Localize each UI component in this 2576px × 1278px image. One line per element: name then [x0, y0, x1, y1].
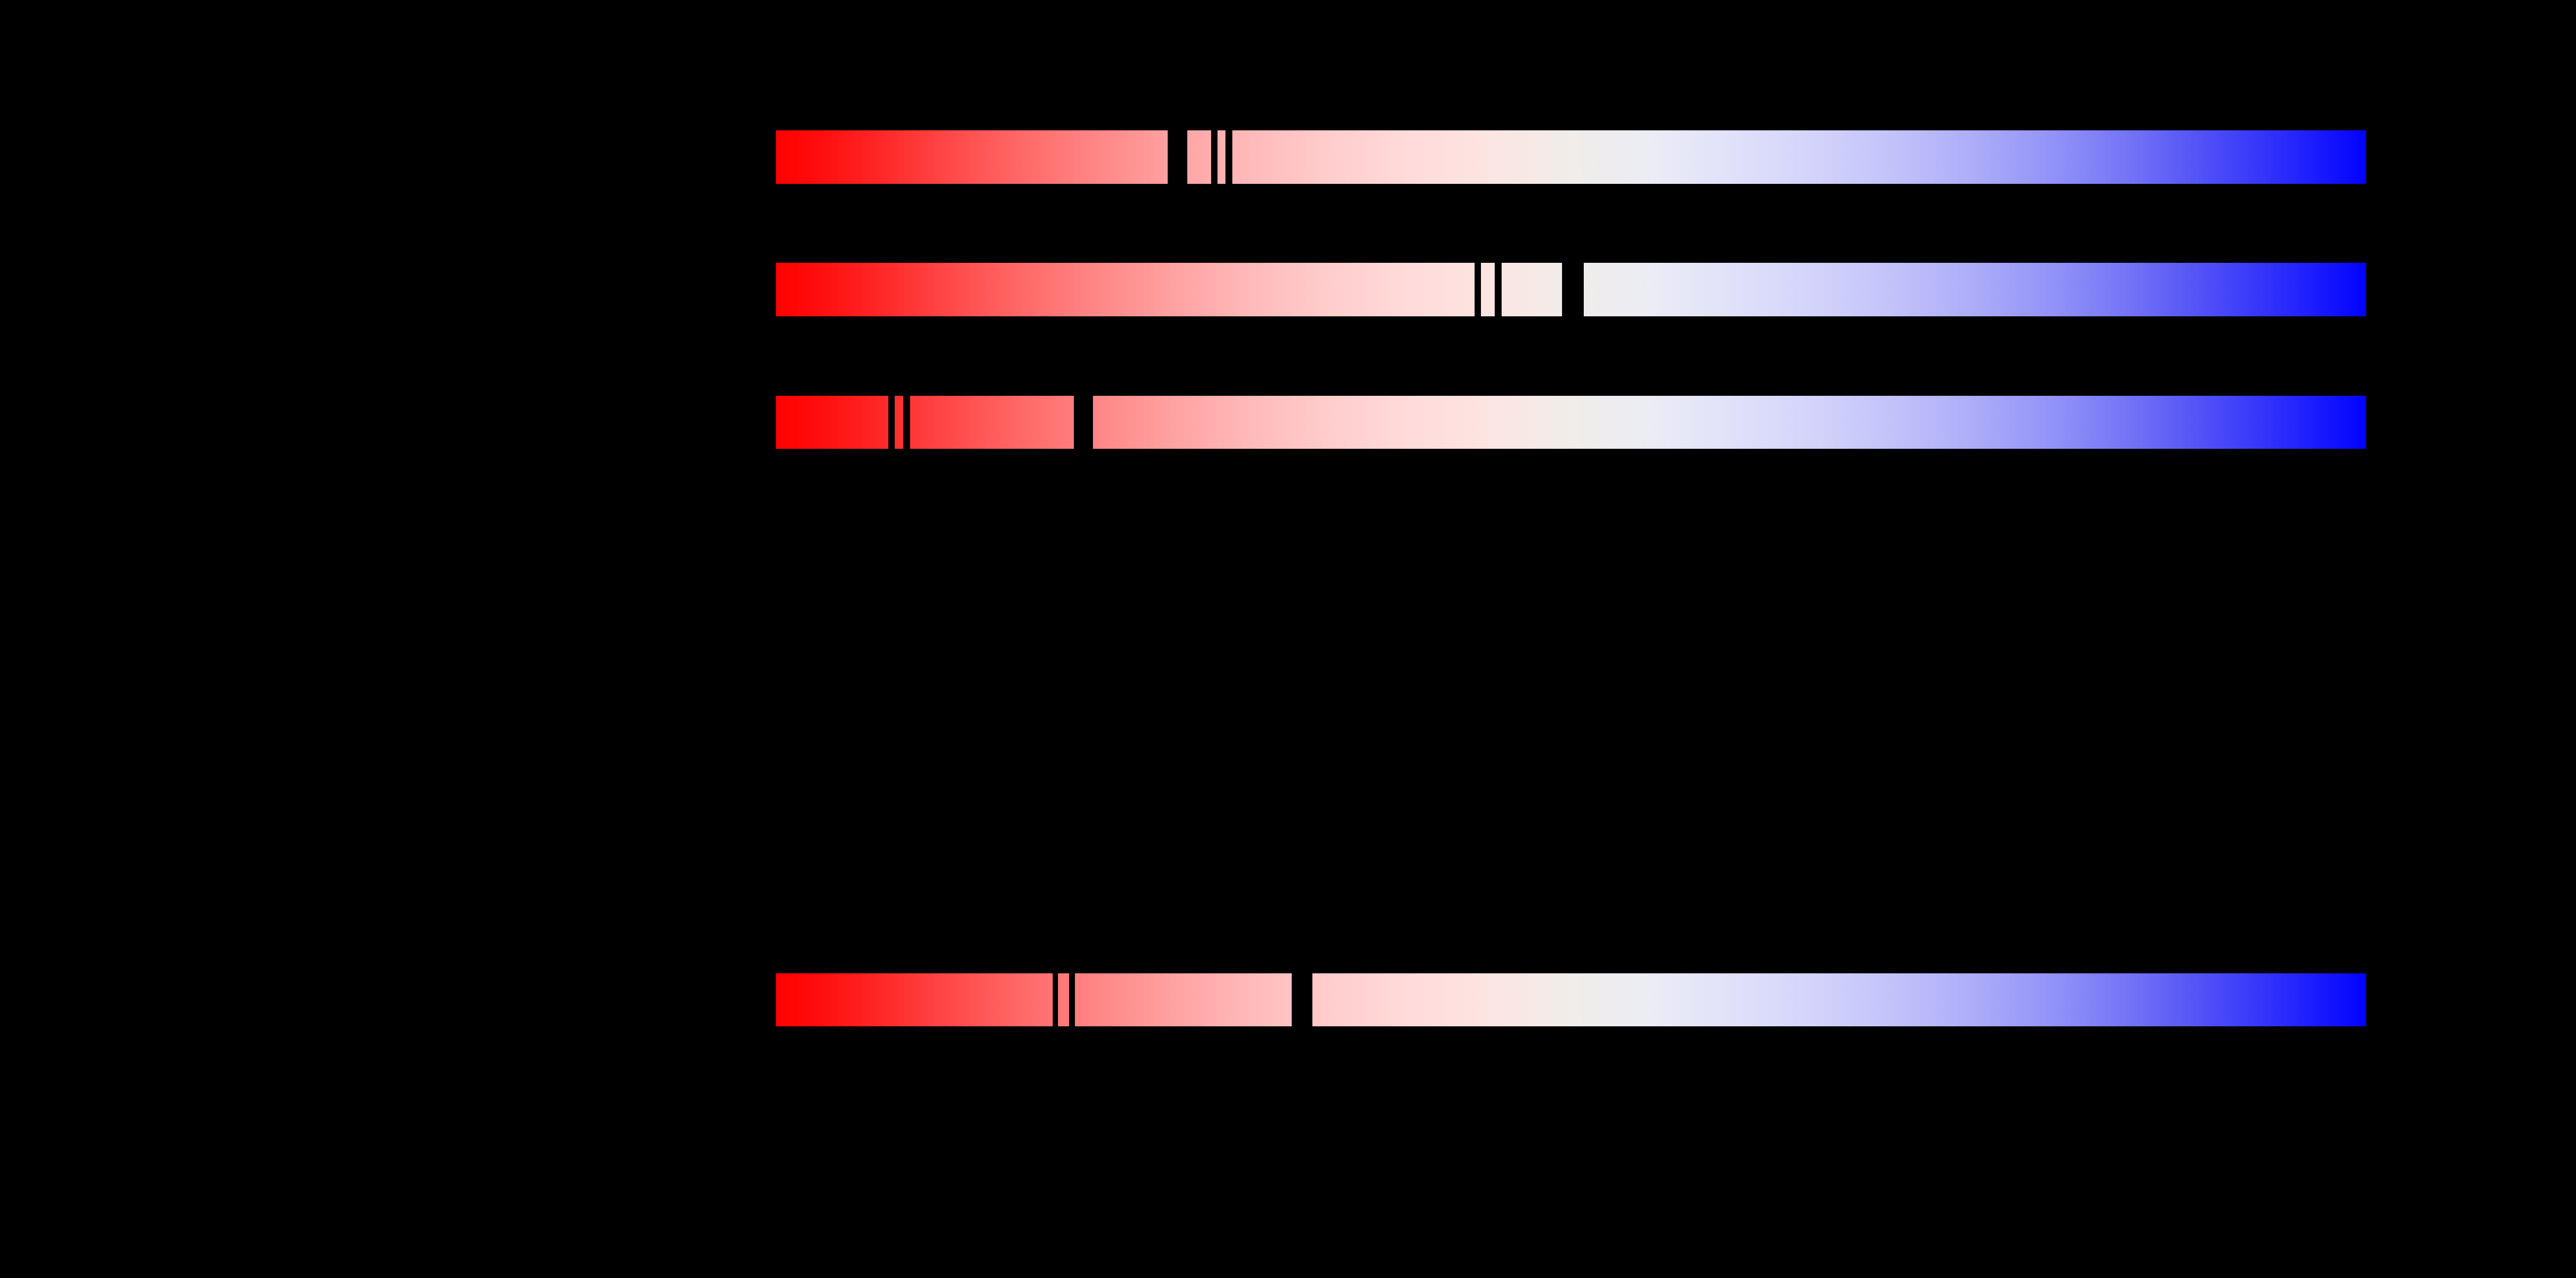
color-strip-3 [776, 396, 2366, 449]
strip-3-break-mark-2 [903, 396, 910, 449]
strip-1-break-mark-1 [1167, 130, 1188, 184]
strip-2-break-mark-2 [1495, 263, 1502, 316]
strip-2-break-mark-1 [1474, 263, 1481, 316]
strip-3-break-mark-3 [1073, 396, 1093, 449]
color-strip-4 [776, 973, 2366, 1026]
strip-4-break-mark-3 [1291, 973, 1312, 1026]
strip-1-break-mark-2 [1211, 130, 1218, 184]
strip-3-break-mark-1 [888, 396, 895, 449]
strip-4-break-mark-2 [1069, 973, 1075, 1026]
strip-2-break-mark-3 [1562, 263, 1584, 316]
color-strip-1 [776, 130, 2366, 184]
strip-1-break-mark-3 [1225, 130, 1232, 184]
strip-4-break-mark-1 [1053, 973, 1058, 1026]
color-strip-2 [776, 263, 2366, 316]
